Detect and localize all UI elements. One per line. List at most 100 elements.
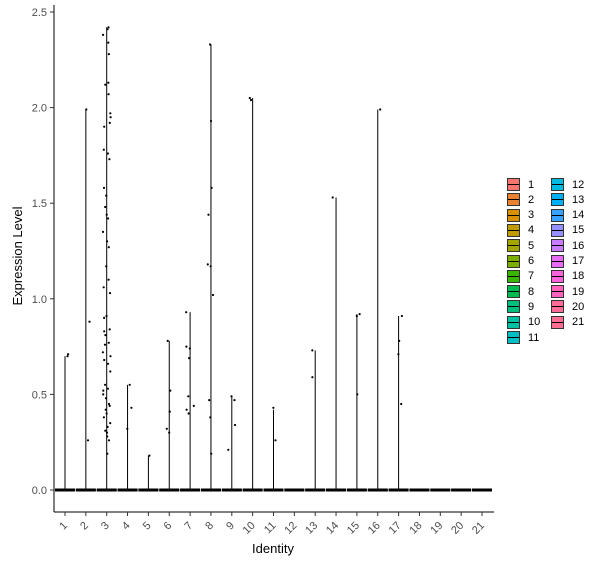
- zero-point: [471, 488, 475, 492]
- zero-point: [114, 488, 117, 492]
- x-tick-label: 3: [99, 520, 112, 533]
- x-tick-label: 15: [345, 520, 362, 537]
- data-point: [109, 422, 112, 425]
- zero-point: [148, 488, 151, 492]
- data-point: [187, 412, 190, 415]
- zero-point: [252, 488, 255, 492]
- zero-point: [223, 488, 226, 492]
- legend-key: [507, 254, 520, 268]
- zero-point: [354, 488, 357, 492]
- legend-key: [507, 239, 520, 253]
- data-point: [105, 431, 109, 434]
- zero-point: [100, 488, 103, 492]
- zero-point: [383, 488, 386, 492]
- data-point: [166, 339, 169, 342]
- zero-point: [218, 488, 222, 492]
- zero-point: [119, 488, 122, 492]
- zero-point: [159, 488, 162, 492]
- data-point: [126, 427, 129, 430]
- x-tick-label: 9: [224, 520, 237, 533]
- legend-key: [507, 178, 520, 191]
- legend-key: [507, 300, 520, 314]
- zero-point: [125, 488, 128, 492]
- zero-point: [106, 488, 109, 492]
- data-point: [311, 376, 314, 379]
- zero-point: [123, 488, 126, 492]
- legend-key: [551, 269, 564, 283]
- legend: 1 2 3 4 5 6 7 8 9 10 11 12 13 14 15 16 17 18 19 20 21: [507, 177, 597, 347]
- legend-label: 21: [572, 316, 585, 329]
- zero-point: [265, 488, 268, 492]
- data-point: [210, 452, 213, 455]
- data-point: [107, 278, 110, 281]
- zero-point: [271, 488, 274, 492]
- zero-point: [292, 488, 295, 492]
- zero-point: [77, 488, 80, 492]
- data-point: [108, 404, 111, 407]
- zero-point: [448, 488, 451, 492]
- zero-point: [225, 488, 228, 492]
- legend-item-12: 12: [551, 177, 584, 192]
- data-point: [209, 265, 212, 268]
- zero-point: [294, 488, 297, 492]
- zero-point: [463, 488, 466, 492]
- zero-point: [398, 488, 401, 492]
- data-point: [103, 330, 106, 333]
- zero-point: [362, 488, 365, 492]
- zero-point: [305, 488, 308, 492]
- legend-key: [507, 193, 520, 207]
- zero-point: [177, 488, 180, 492]
- data-point: [128, 383, 131, 386]
- zero-point: [375, 488, 378, 492]
- x-tick-label: 7: [182, 520, 195, 533]
- data-point: [107, 26, 110, 29]
- zero-point: [411, 488, 414, 492]
- legend-label: 9: [528, 300, 535, 313]
- zero-point: [440, 488, 443, 492]
- data-point: [148, 454, 151, 457]
- zero-point: [163, 488, 166, 492]
- zero-point: [481, 488, 485, 492]
- data-point: [206, 263, 209, 266]
- zero-point: [338, 488, 341, 492]
- zero-point: [323, 488, 326, 492]
- data-point: [107, 53, 110, 56]
- zero-point: [89, 488, 92, 492]
- legend-label: 12: [572, 178, 585, 191]
- data-point: [398, 339, 401, 342]
- zero-point: [127, 488, 130, 492]
- zero-point: [340, 488, 343, 492]
- legend-label: 10: [528, 316, 541, 329]
- zero-point: [425, 488, 428, 492]
- zero-point: [309, 488, 312, 492]
- data-point: [103, 316, 106, 319]
- zero-point: [66, 488, 70, 492]
- zero-point: [131, 488, 134, 492]
- zero-point: [364, 488, 367, 492]
- data-point: [185, 408, 188, 411]
- data-point: [106, 152, 109, 155]
- x-tick-label: 14: [324, 520, 341, 537]
- zero-point: [434, 488, 437, 492]
- zero-point: [58, 488, 62, 492]
- data-point: [102, 393, 105, 396]
- data-point: [185, 345, 188, 348]
- y-axis: 0.0 0.5 1.0 1.5 2.0 2.5: [32, 5, 55, 512]
- x-tick-label: 21: [470, 520, 487, 537]
- zero-point: [154, 488, 157, 492]
- zero-point: [459, 488, 462, 492]
- violin-15: [346, 314, 367, 492]
- legend-key: [507, 208, 520, 222]
- legend-label: 5: [528, 239, 535, 252]
- zero-point: [244, 488, 247, 492]
- zero-point: [188, 488, 191, 492]
- data-point: [109, 116, 112, 119]
- legend-key: [551, 223, 564, 237]
- data-point: [102, 186, 106, 189]
- zero-point: [204, 488, 208, 492]
- legend-label: 6: [528, 255, 535, 267]
- zero-point: [288, 488, 291, 492]
- data-point: [107, 402, 111, 406]
- zero-point: [467, 488, 470, 492]
- x-tick-label: 5: [141, 520, 154, 533]
